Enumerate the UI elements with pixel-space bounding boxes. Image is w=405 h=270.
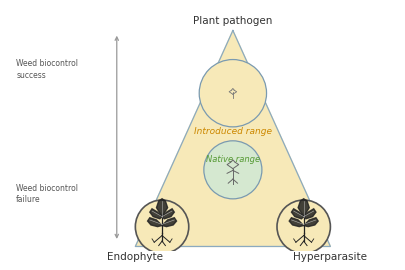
Polygon shape <box>292 209 304 219</box>
Circle shape <box>135 200 189 254</box>
Text: Introduced range: Introduced range <box>194 127 272 136</box>
Text: Plant pathogen: Plant pathogen <box>193 16 273 26</box>
Polygon shape <box>304 218 318 227</box>
Text: Endophyte: Endophyte <box>107 252 163 262</box>
Polygon shape <box>162 209 174 219</box>
Polygon shape <box>135 31 330 247</box>
Text: Weed biocontrol
failure: Weed biocontrol failure <box>16 184 78 204</box>
Text: Hyperparasite: Hyperparasite <box>293 252 367 262</box>
Polygon shape <box>289 218 304 227</box>
Polygon shape <box>298 199 309 217</box>
Polygon shape <box>147 218 162 227</box>
Circle shape <box>277 200 330 254</box>
Text: Weed biocontrol
success: Weed biocontrol success <box>16 59 78 79</box>
Circle shape <box>204 141 262 199</box>
Polygon shape <box>156 199 168 217</box>
Polygon shape <box>162 218 177 227</box>
Polygon shape <box>150 209 162 219</box>
Polygon shape <box>304 209 316 219</box>
Text: Native range: Native range <box>206 155 260 164</box>
Circle shape <box>199 59 266 127</box>
